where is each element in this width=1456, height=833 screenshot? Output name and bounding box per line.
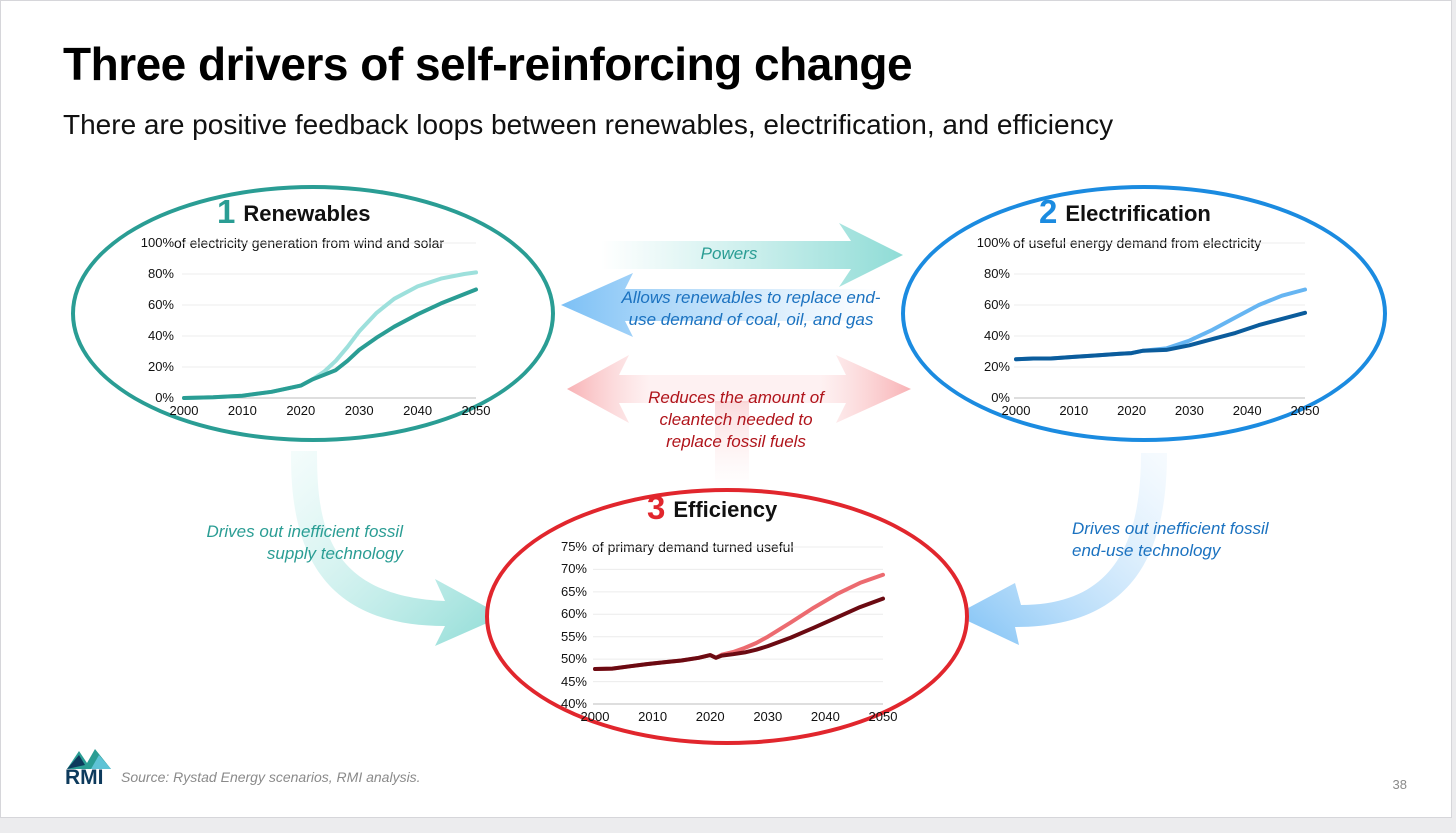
electrification-y-tick: 80% (983, 266, 1010, 281)
renewables-y-tick: 60% (147, 297, 174, 312)
reduces-arrow-right (731, 355, 911, 423)
powers-label: Powers (700, 244, 758, 263)
renewables-x-tick: 2020 (286, 403, 316, 418)
efficiency-y-tick: 40% (560, 696, 587, 711)
reduces-label-line1: Reduces the amount of (648, 388, 824, 407)
page-subtitle: There are positive feedback loops betwee… (63, 109, 1114, 140)
renewables-y-tick: 100% (140, 235, 174, 250)
electrification-series-line-2 (1014, 310, 1307, 362)
renewables-y-tick: 20% (147, 359, 174, 374)
supply-label-line1: Drives out inefficient fossil (206, 522, 403, 541)
reduces-arrow-left (567, 355, 731, 423)
electrification-x-tick: 2010 (1059, 403, 1089, 418)
allows-label-line2: use demand of coal, oil, and gas (628, 310, 874, 329)
efficiency-x-tick: 2040 (810, 709, 840, 724)
electrification-plot (1014, 242, 1307, 399)
supply-arrow (290, 451, 503, 646)
efficiency-x-tick: 2010 (638, 709, 668, 724)
efficiency-x-tick: 2000 (580, 709, 610, 724)
renewables-plot (182, 242, 478, 400)
page-title: Three drivers of self-reinforcing change (63, 38, 913, 90)
slide: Three drivers of self-reinforcing change… (0, 0, 1452, 818)
reduces-arrow-stem (715, 401, 749, 491)
reduces-label: Reduces the amount of cleantech needed t… (606, 387, 866, 453)
efficiency-number: 3 (647, 489, 666, 526)
renewables-y-tick: 40% (147, 328, 174, 343)
electrification-x-tick: 2040 (1232, 403, 1262, 418)
efficiency-x-tick: 2030 (753, 709, 783, 724)
electrification-y-tick: 0% (991, 390, 1010, 405)
rmi-logo-text: RMI (65, 766, 104, 789)
efficiency-y-tick: 70% (560, 561, 587, 577)
renewables-y-tick: 80% (147, 266, 174, 281)
renewables-number: 1 (217, 193, 236, 230)
efficiency-plot (593, 546, 885, 705)
efficiency-y-tick: 45% (560, 673, 587, 689)
allows-arrow (561, 273, 881, 337)
electrification-y-tick: 20% (983, 359, 1010, 374)
electrification-x-tick: 2000 (1001, 403, 1031, 418)
efficiency-series-line-2 (593, 596, 885, 671)
renewables-bubble (71, 185, 555, 442)
powers-arrow (601, 223, 903, 287)
electrification-x-tick: 2050 (1290, 403, 1320, 418)
allows-label-line1: Allows renewables to replace end- (621, 288, 881, 307)
electrification-title: Electrification (1065, 201, 1211, 226)
efficiency-y-tick: 50% (560, 651, 587, 667)
allows-label: Allows renewables to replace end- use de… (601, 287, 901, 331)
source-note: Source: Rystad Energy scenarios, RMI ana… (121, 769, 421, 785)
electrification-x-tick: 2030 (1174, 403, 1204, 418)
supply-label-line2: supply technology (266, 544, 403, 563)
efficiency-y-tick: 65% (560, 583, 587, 599)
page-number: 38 (1392, 777, 1407, 792)
electrification-y-tick: 60% (983, 297, 1010, 312)
efficiency-x-tick: 2050 (868, 709, 898, 724)
electrification-y-tick: 100% (976, 235, 1010, 250)
rmi-logo-icon (67, 749, 111, 769)
electrification-heading: 2 Electrification (1039, 193, 1211, 231)
efficiency-heading: 3 Efficiency (647, 489, 777, 527)
feedback-arrows (290, 223, 1167, 646)
electrification-x-tick: 2020 (1117, 403, 1147, 418)
renewables-y-tick: 0% (155, 390, 174, 405)
efficiency-y-tick: 55% (560, 628, 587, 644)
efficiency-y-tick: 60% (560, 606, 587, 622)
reduces-label-line3: replace fossil fuels (666, 432, 806, 451)
renewables-heading: 1 Renewables (217, 193, 371, 231)
efficiency-x-tick: 2020 (695, 709, 725, 724)
reduces-label-line2: cleantech needed to (659, 410, 813, 429)
efficiency-bubble (485, 488, 969, 745)
electrification-y-tick: 40% (983, 328, 1010, 343)
renewables-series-line-2 (182, 287, 478, 400)
end-use-label: Drives out inefficient fossil end-use te… (1072, 518, 1322, 562)
renewables-x-tick: 2050 (461, 403, 491, 418)
electrification-number: 2 (1039, 193, 1058, 230)
renewables-x-tick: 2000 (169, 403, 199, 418)
renewables-title: Renewables (243, 201, 371, 226)
efficiency-y-tick: 75% (560, 539, 587, 554)
efficiency-title: Efficiency (673, 497, 778, 522)
renewables-x-tick: 2040 (403, 403, 433, 418)
supply-label: Drives out inefficient fossil supply tec… (161, 521, 403, 565)
renewables-x-tick: 2030 (344, 403, 374, 418)
end-use-label-line1: Drives out inefficient fossil (1072, 519, 1269, 538)
end-use-arrow (955, 453, 1167, 645)
renewables-x-tick: 2010 (227, 403, 257, 418)
end-use-label-line2: end-use technology (1072, 541, 1221, 560)
